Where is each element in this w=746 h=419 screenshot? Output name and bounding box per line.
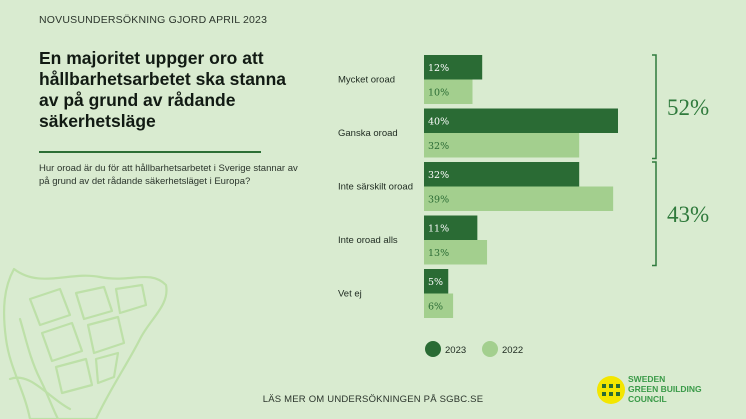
bar-2022 xyxy=(424,79,473,104)
sgbc-logo: SWEDEN GREEN BUILDING COUNCIL xyxy=(596,372,706,408)
bracket-total-label: 52% xyxy=(667,95,709,120)
legend-swatch-2023 xyxy=(425,341,441,357)
bar-2022 xyxy=(424,133,580,158)
category-label: Mycket oroad xyxy=(338,75,395,86)
map-illustration xyxy=(2,267,168,419)
bar-value-label: 40% xyxy=(428,116,449,127)
bracket xyxy=(652,54,657,160)
bar-value-label: 13% xyxy=(428,248,449,259)
bar-value-label: 12% xyxy=(428,63,449,74)
logo-text: SWEDEN GREEN BUILDING COUNCIL xyxy=(628,374,702,404)
bar-value-label: 39% xyxy=(428,194,449,205)
logo-emblem-icon xyxy=(597,376,625,404)
bar-2023 xyxy=(424,108,618,133)
title-divider xyxy=(39,151,261,153)
survey-question: Hur oroad är du för att hållbarhetsarbet… xyxy=(39,163,298,187)
legend-swatch-2022 xyxy=(482,341,498,357)
bar-2022 xyxy=(424,293,454,318)
page-title: En majoritet uppger oro att hållbarhetsa… xyxy=(39,48,287,131)
bar-value-label: 10% xyxy=(428,87,449,98)
bar-value-label: 32% xyxy=(428,141,449,152)
bracket-total-label: 43% xyxy=(667,202,709,227)
bar-2023 xyxy=(424,215,478,240)
bar-2022 xyxy=(424,186,614,211)
logo-line-3: COUNCIL xyxy=(628,394,667,404)
bar-2023 xyxy=(424,162,580,187)
bar-2023 xyxy=(424,55,483,80)
survey-kicker: NOVUSUNDERSÖKNING GJORD APRIL 2023 xyxy=(39,14,268,26)
bar-value-label: 11% xyxy=(428,223,449,234)
bar-value-label: 5% xyxy=(428,277,443,288)
legend-label: 2022 xyxy=(502,345,523,356)
category-label: Ganska oroad xyxy=(338,128,398,139)
category-label: Inte särskilt oroad xyxy=(338,182,413,193)
logo-line-2: GREEN BUILDING xyxy=(628,384,702,394)
bar-2023 xyxy=(424,269,449,294)
legend-label: 2023 xyxy=(445,345,466,356)
category-label: Inte oroad alls xyxy=(338,235,398,246)
category-label: Vet ej xyxy=(338,289,362,300)
bar-value-label: 6% xyxy=(428,301,443,312)
footer-link-text[interactable]: LÄS MER OM UNDERSÖKNINGEN PÅ SGBC.SE xyxy=(262,394,484,405)
bar-value-label: 32% xyxy=(428,170,449,181)
logo-line-1: SWEDEN xyxy=(628,374,666,384)
bracket xyxy=(652,161,657,267)
bar-2022 xyxy=(424,240,488,265)
